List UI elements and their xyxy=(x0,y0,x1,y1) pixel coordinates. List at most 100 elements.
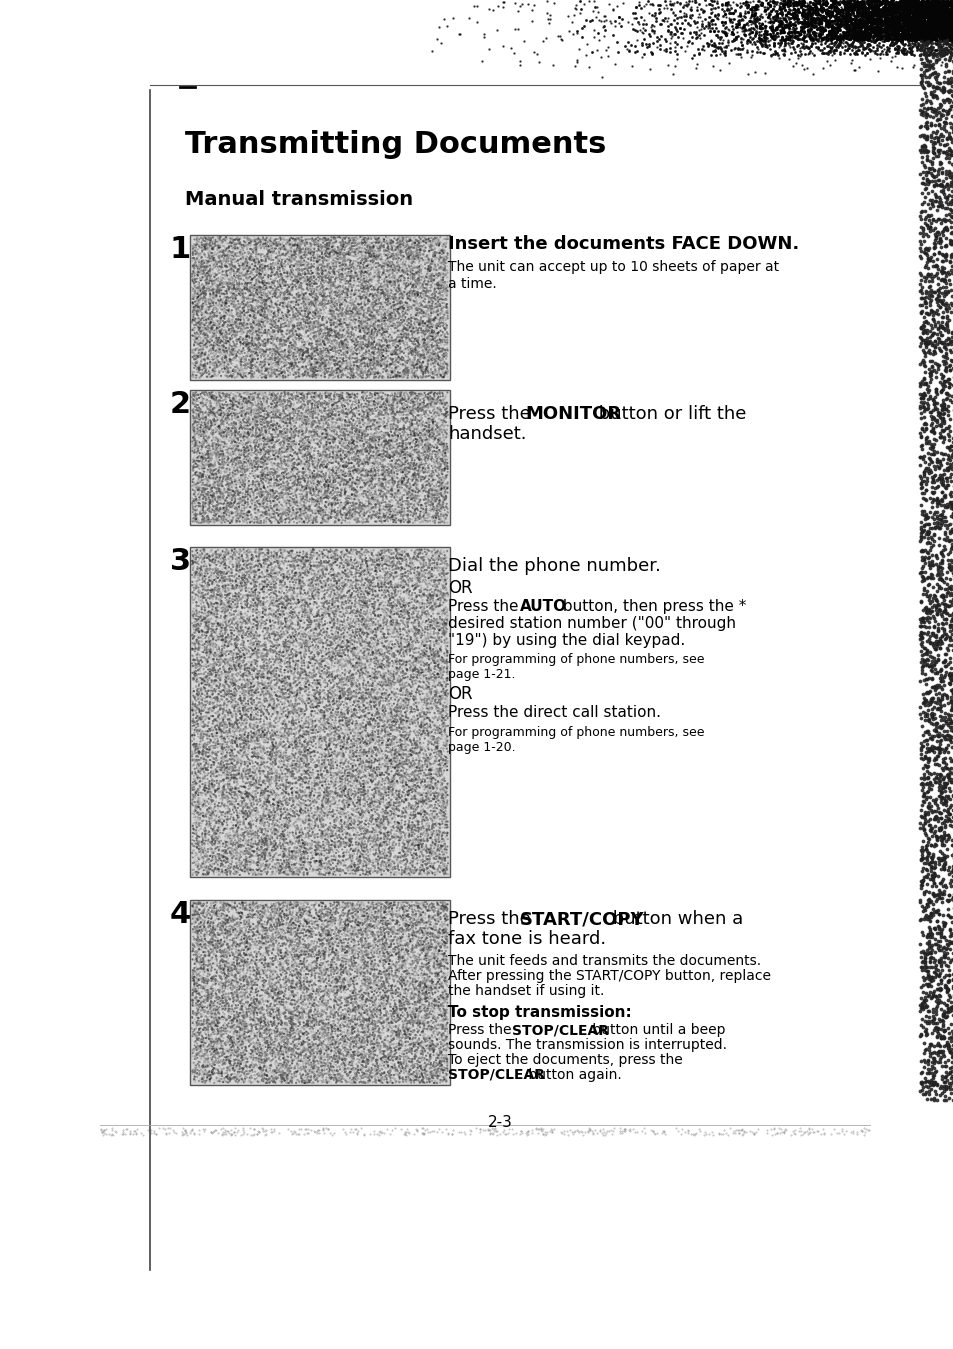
Point xyxy=(308,268,323,290)
Point xyxy=(435,785,450,807)
Point xyxy=(192,1060,207,1082)
Point xyxy=(430,505,445,526)
Point xyxy=(374,765,389,786)
Point xyxy=(341,1018,356,1040)
Point xyxy=(202,405,217,426)
Point xyxy=(383,453,398,475)
Point xyxy=(416,715,431,737)
Point xyxy=(275,816,291,838)
Point xyxy=(207,1002,222,1024)
Point xyxy=(193,268,209,290)
Point xyxy=(245,464,260,486)
Point xyxy=(197,571,213,592)
Point xyxy=(250,550,265,572)
Point xyxy=(807,0,822,18)
Point xyxy=(280,499,295,521)
Point xyxy=(206,468,221,490)
Point xyxy=(235,1013,251,1035)
Point xyxy=(192,479,207,500)
Point xyxy=(271,658,286,680)
Point xyxy=(268,445,283,467)
Point xyxy=(354,1004,369,1025)
Point xyxy=(373,278,388,299)
Point xyxy=(198,580,213,602)
Point xyxy=(250,447,265,468)
Point xyxy=(189,854,204,876)
Point xyxy=(223,571,238,592)
Point xyxy=(416,283,432,305)
Point xyxy=(311,637,326,658)
Point xyxy=(231,591,246,612)
Point xyxy=(301,1054,316,1075)
Point xyxy=(935,421,950,442)
Point xyxy=(207,1045,222,1067)
Point xyxy=(437,1009,453,1031)
Point xyxy=(236,939,252,960)
Point xyxy=(253,1056,268,1078)
Point xyxy=(430,1035,445,1056)
Point xyxy=(311,227,326,248)
Point xyxy=(233,859,248,881)
Point xyxy=(424,325,439,347)
Point xyxy=(239,832,254,854)
Point xyxy=(359,298,375,320)
Point xyxy=(403,639,418,661)
Point xyxy=(940,22,953,43)
Point xyxy=(335,306,351,328)
Point xyxy=(869,18,884,39)
Point xyxy=(197,959,213,981)
Point xyxy=(767,0,782,22)
Point xyxy=(359,567,375,588)
Point xyxy=(358,239,374,260)
Point xyxy=(310,915,325,936)
Point xyxy=(278,666,294,688)
Point xyxy=(360,1025,375,1047)
Point xyxy=(342,786,357,808)
Point xyxy=(226,768,241,789)
Point xyxy=(225,935,240,956)
Point xyxy=(388,573,403,595)
Point xyxy=(232,969,247,990)
Point xyxy=(269,853,284,874)
Point xyxy=(366,500,381,522)
Point xyxy=(237,459,253,480)
Point xyxy=(251,545,266,567)
Point xyxy=(203,274,218,295)
Point xyxy=(300,308,315,329)
Point xyxy=(277,840,293,862)
Point xyxy=(293,747,308,769)
Point xyxy=(324,251,339,272)
Point xyxy=(915,996,930,1017)
Point xyxy=(383,573,398,595)
Point xyxy=(919,50,934,71)
Point xyxy=(318,969,334,990)
Point xyxy=(239,656,254,677)
Point xyxy=(227,488,242,510)
Point xyxy=(354,820,369,842)
Point xyxy=(206,611,221,633)
Point xyxy=(189,683,204,704)
Point xyxy=(246,766,261,788)
Point xyxy=(215,599,231,621)
Point xyxy=(310,742,325,764)
Point xyxy=(911,934,926,955)
Point xyxy=(230,275,245,297)
Point xyxy=(412,241,427,263)
Point xyxy=(410,820,425,842)
Point xyxy=(422,293,437,314)
Point xyxy=(362,630,377,652)
Point xyxy=(279,430,294,452)
Point xyxy=(401,758,416,780)
Point xyxy=(393,298,408,320)
Point xyxy=(253,808,269,830)
Point xyxy=(939,13,953,35)
Point xyxy=(216,317,232,339)
Point xyxy=(917,208,932,229)
Point xyxy=(191,357,206,379)
Point xyxy=(259,1009,274,1031)
Point xyxy=(409,258,424,279)
Point xyxy=(272,1024,287,1045)
Point xyxy=(380,822,395,843)
Point xyxy=(295,1056,311,1078)
Point xyxy=(434,492,449,514)
